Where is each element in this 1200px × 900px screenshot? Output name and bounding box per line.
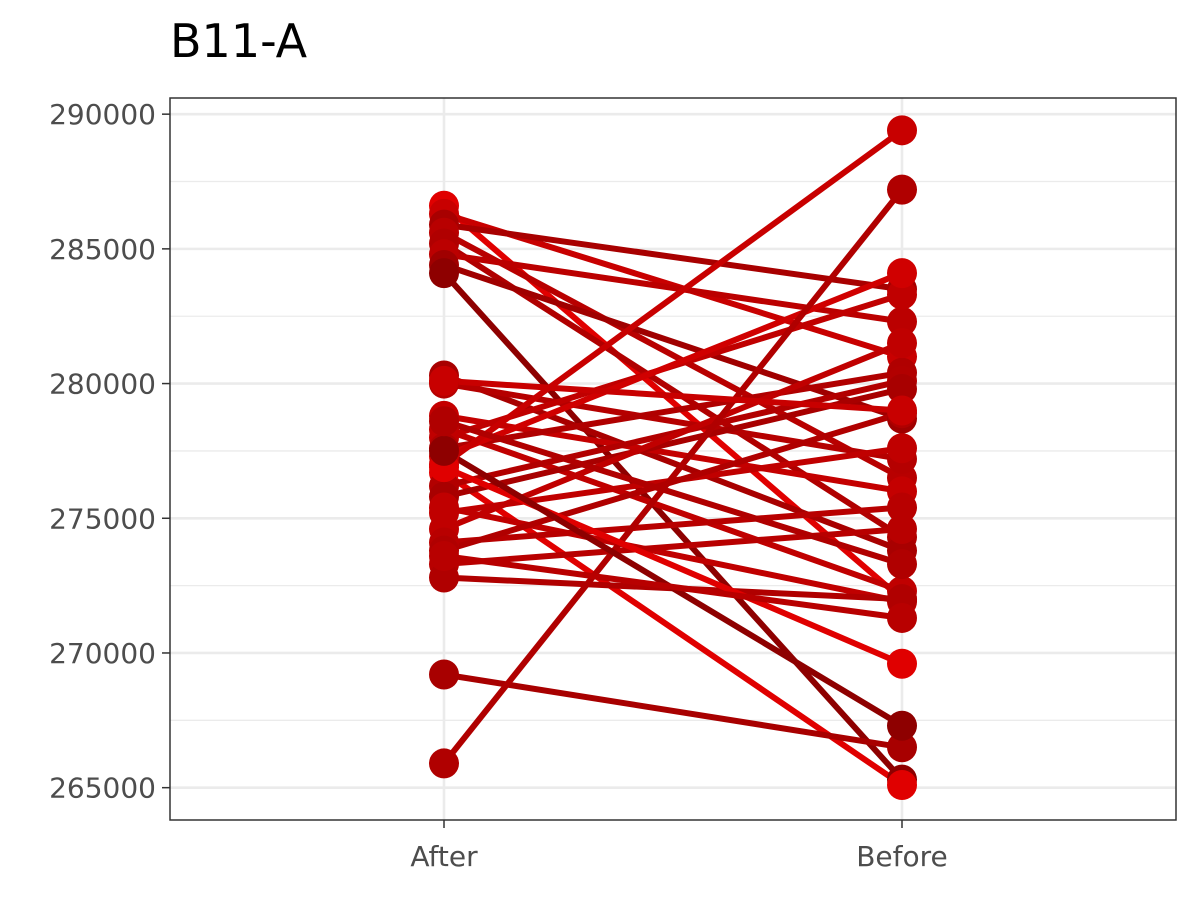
data-point — [887, 279, 917, 310]
data-point — [429, 258, 459, 289]
plot-panel-background — [170, 98, 1176, 820]
data-point — [887, 710, 917, 741]
y-tick-label: 290000 — [49, 98, 156, 131]
data-point — [887, 115, 917, 146]
data-point — [887, 373, 917, 404]
y-tick-label: 270000 — [49, 637, 156, 670]
series-line — [441, 187, 905, 766]
data-point — [429, 748, 459, 779]
series-line — [443, 369, 903, 452]
data-point — [429, 659, 459, 690]
chart-title: B11-A — [170, 14, 308, 68]
series-line — [443, 251, 903, 325]
series-line — [443, 526, 903, 568]
y-tick-label: 275000 — [49, 502, 156, 535]
series-line — [443, 380, 903, 462]
data-point — [887, 769, 917, 800]
x-tick-label: Before — [856, 840, 948, 873]
y-axis: 265000 270000 275000 280000 285000 290000 — [49, 98, 170, 805]
series-line — [442, 127, 904, 467]
series-line — [442, 270, 904, 460]
series-line — [443, 418, 903, 567]
data-point — [887, 602, 917, 633]
series-line — [443, 671, 903, 751]
data-point — [887, 492, 917, 523]
data-point — [429, 562, 459, 593]
plot-panel-border — [169, 97, 1177, 821]
series-line — [442, 372, 904, 554]
data-point — [887, 258, 917, 289]
y-tick-label: 265000 — [49, 772, 156, 805]
data-point — [887, 328, 917, 359]
series-line — [443, 553, 903, 621]
series-points — [429, 115, 917, 800]
data-point — [429, 435, 459, 466]
series-line — [443, 504, 903, 605]
x-axis: After Before — [410, 820, 948, 873]
data-point — [887, 648, 917, 679]
x-tick-label: After — [410, 840, 478, 873]
series-lines — [441, 127, 905, 788]
series-line — [443, 410, 903, 554]
data-point — [887, 306, 917, 337]
data-point — [887, 433, 917, 464]
data-point — [887, 395, 917, 426]
y-tick-label: 280000 — [49, 368, 156, 401]
data-point — [887, 174, 917, 205]
series-line — [443, 504, 903, 546]
data-point — [429, 406, 459, 437]
series-line — [443, 221, 903, 293]
data-point — [887, 549, 917, 580]
y-tick-label: 285000 — [49, 233, 156, 266]
series-line — [443, 377, 903, 414]
series-line — [443, 262, 903, 422]
data-point — [887, 514, 917, 545]
data-point — [429, 365, 459, 396]
data-point — [887, 732, 917, 763]
data-point — [429, 540, 459, 571]
series-line — [443, 426, 903, 594]
